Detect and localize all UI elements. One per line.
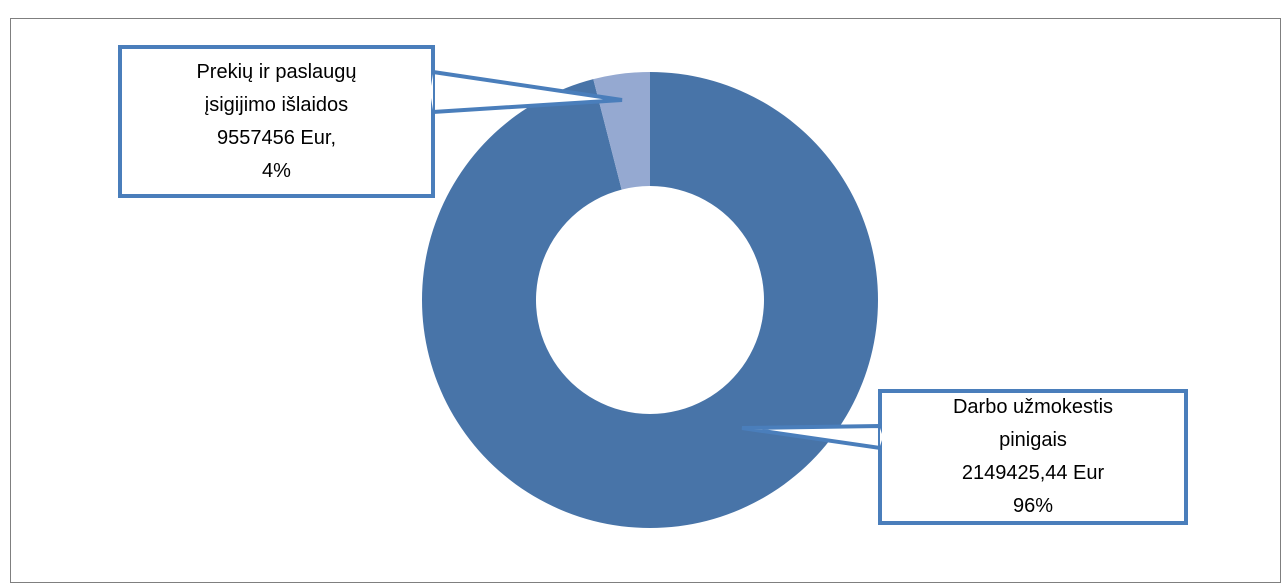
callout-box — [878, 389, 1188, 525]
callout-pointer-cover — [880, 428, 883, 446]
callout-box — [118, 45, 435, 198]
data-label: Prekių ir paslaugų įsigijimo išlaidos 955… — [120, 47, 433, 196]
category-label: Prekių ir paslaugų įsigijimo išlaidos — [196, 60, 357, 116]
amount-label: 2149425,44 Eur — [961, 462, 1105, 484]
donut-slice — [422, 72, 879, 528]
data-label: Darbo užmokestis pinigais 2149425,44 Eur 9… — [880, 391, 1186, 523]
percent-label: 4% — [262, 159, 291, 182]
chart-frame — [10, 18, 1281, 583]
category-label: Darbo užmokestis pinigais — [952, 396, 1114, 451]
amount-label: 9557456 Eur, — [217, 126, 336, 149]
callout-pointer-cover — [430, 74, 433, 110]
percent-label: 96% — [1012, 495, 1054, 517]
